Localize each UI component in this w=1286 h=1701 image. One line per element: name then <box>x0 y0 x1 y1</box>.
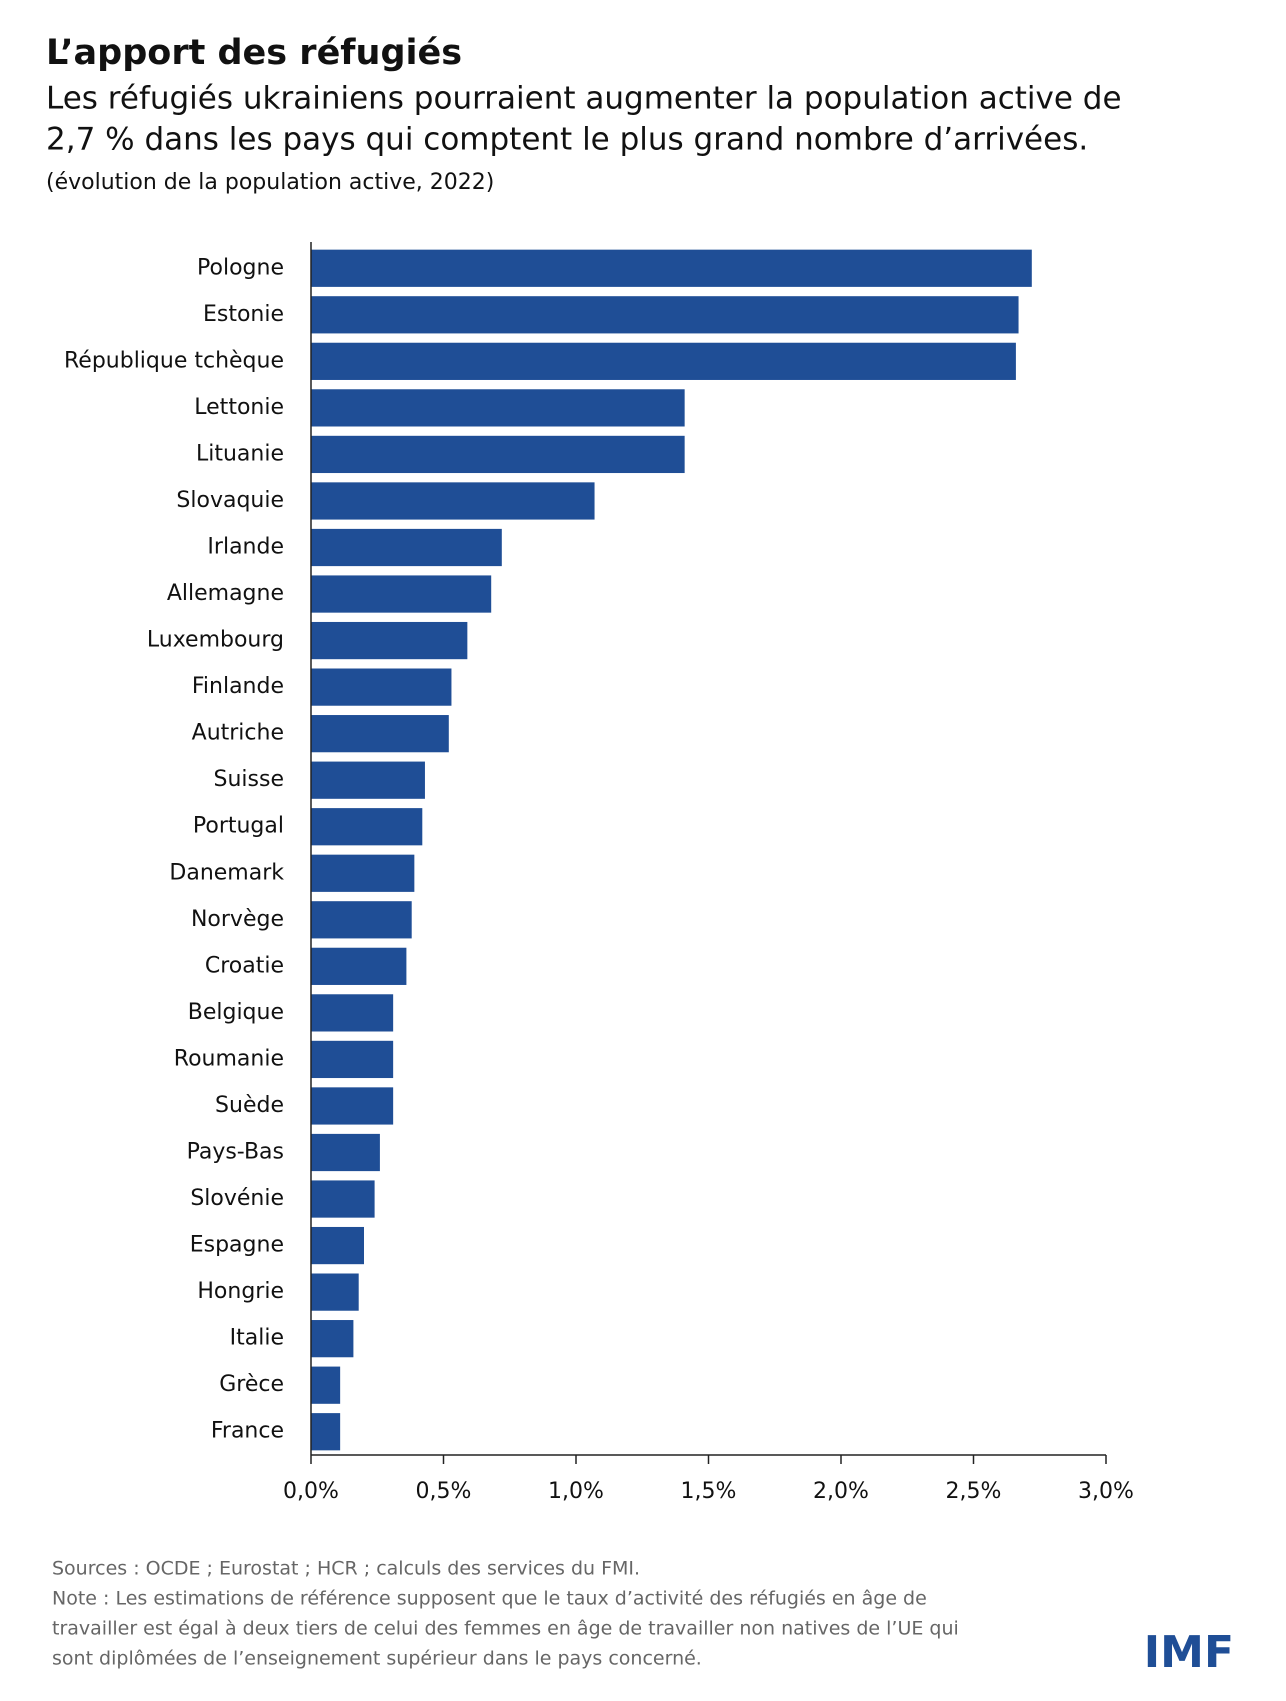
x-tick-label: 2,5% <box>946 1479 1002 1504</box>
bar <box>311 575 492 613</box>
bar <box>311 1320 354 1358</box>
bar <box>311 715 449 753</box>
y-tick-label: Danemark <box>169 860 284 885</box>
bar <box>311 1133 380 1172</box>
y-tick-label: Roumanie <box>174 1046 284 1071</box>
y-tick-label: Croatie <box>205 953 284 978</box>
y-tick-label: Slovaquie <box>176 488 284 513</box>
y-tick-label: France <box>211 1419 284 1444</box>
bar <box>311 342 1016 380</box>
bar <box>311 482 595 520</box>
bar <box>311 1273 359 1311</box>
x-tick-label: 0,5% <box>416 1479 472 1504</box>
bar <box>311 761 425 799</box>
y-tick-label: Slovénie <box>190 1186 284 1211</box>
y-tick-label: Norvège <box>191 907 284 932</box>
y-tick-label: Lituanie <box>196 441 284 466</box>
bar <box>311 249 1032 287</box>
y-tick-label: Italie <box>230 1326 284 1351</box>
y-tick-label: Allemagne <box>167 581 284 606</box>
y-tick-label: Pays-Bas <box>187 1140 284 1165</box>
bar <box>311 296 1019 334</box>
y-tick-label: Finlande <box>192 674 284 699</box>
bar <box>311 389 685 427</box>
unit-note: (évolution de la population active, 2022… <box>46 170 494 195</box>
bar <box>311 1226 364 1265</box>
y-tick-label: Pologne <box>197 255 284 280</box>
bar <box>311 1366 341 1404</box>
bar <box>311 901 412 939</box>
y-tick-label: Irlande <box>207 535 284 560</box>
y-tick-label: Grèce <box>219 1372 284 1397</box>
y-tick-label: Portugal <box>193 814 284 839</box>
y-tick-label: Hongrie <box>197 1279 284 1304</box>
bar <box>311 947 407 985</box>
x-tick-label: 1,5% <box>681 1479 737 1504</box>
y-tick-label: Suisse <box>214 767 284 792</box>
bar <box>311 1413 341 1451</box>
bar <box>311 528 502 567</box>
y-tick-label: Belgique <box>188 1000 284 1025</box>
x-tick-label: 1,0% <box>548 1479 604 1504</box>
note: sont diplômées de l’enseignement supérie… <box>52 1648 702 1670</box>
y-tick-label: Estonie <box>203 302 284 327</box>
chart-subtitle: 2,7 % dans les pays qui comptent le plus… <box>46 122 1088 158</box>
y-tick-label: Lettonie <box>194 395 284 420</box>
x-tick-label: 0,0% <box>283 1479 339 1504</box>
bar <box>311 1087 394 1125</box>
chart-title: L’apport des réfugiés <box>46 33 462 73</box>
x-tick-label: 3,0% <box>1078 1479 1134 1504</box>
note: Note : Les estimations de référence supp… <box>52 1588 927 1610</box>
bar <box>311 621 468 660</box>
bar <box>311 994 394 1032</box>
chart-subtitle: Les réfugiés ukrainiens pourraient augme… <box>46 81 1122 117</box>
bar <box>311 854 415 892</box>
y-tick-label: Suède <box>215 1093 284 1118</box>
y-tick-label: Autriche <box>192 721 284 746</box>
bar <box>311 808 423 846</box>
x-tick-label: 2,0% <box>813 1479 869 1504</box>
bar <box>311 435 685 474</box>
y-tick-label: République tchèque <box>64 348 284 373</box>
sources: Sources : OCDE ; Eurostat ; HCR ; calcul… <box>52 1558 640 1580</box>
y-tick-label: Espagne <box>190 1233 284 1258</box>
note: travailler est égal à deux tiers de celu… <box>52 1618 959 1640</box>
bar <box>311 668 452 706</box>
bar <box>311 1180 375 1218</box>
logo: IMF <box>1144 1627 1234 1678</box>
y-tick-label: Luxembourg <box>147 628 284 653</box>
bar <box>311 1040 394 1079</box>
